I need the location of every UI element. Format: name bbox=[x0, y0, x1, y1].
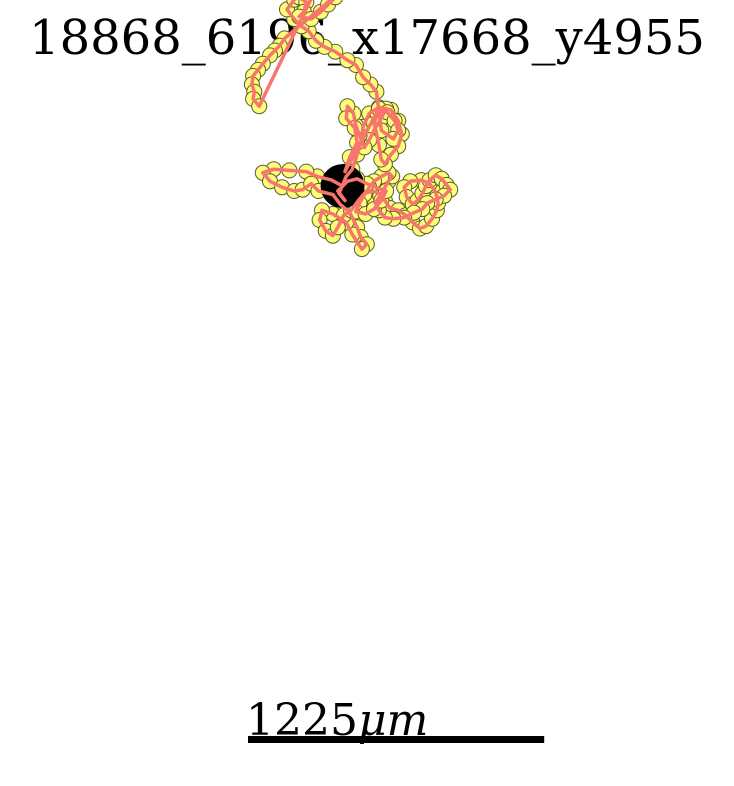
chart-title: 18868_6196_x17668_y4955 bbox=[29, 10, 705, 66]
track-line bbox=[250, 0, 452, 251]
scale-bar-label: 1225μm bbox=[246, 694, 428, 748]
scale-bar-value: 1225 bbox=[246, 695, 358, 746]
scale-bar bbox=[248, 736, 545, 743]
scale-bar-unit: μm bbox=[357, 695, 429, 746]
